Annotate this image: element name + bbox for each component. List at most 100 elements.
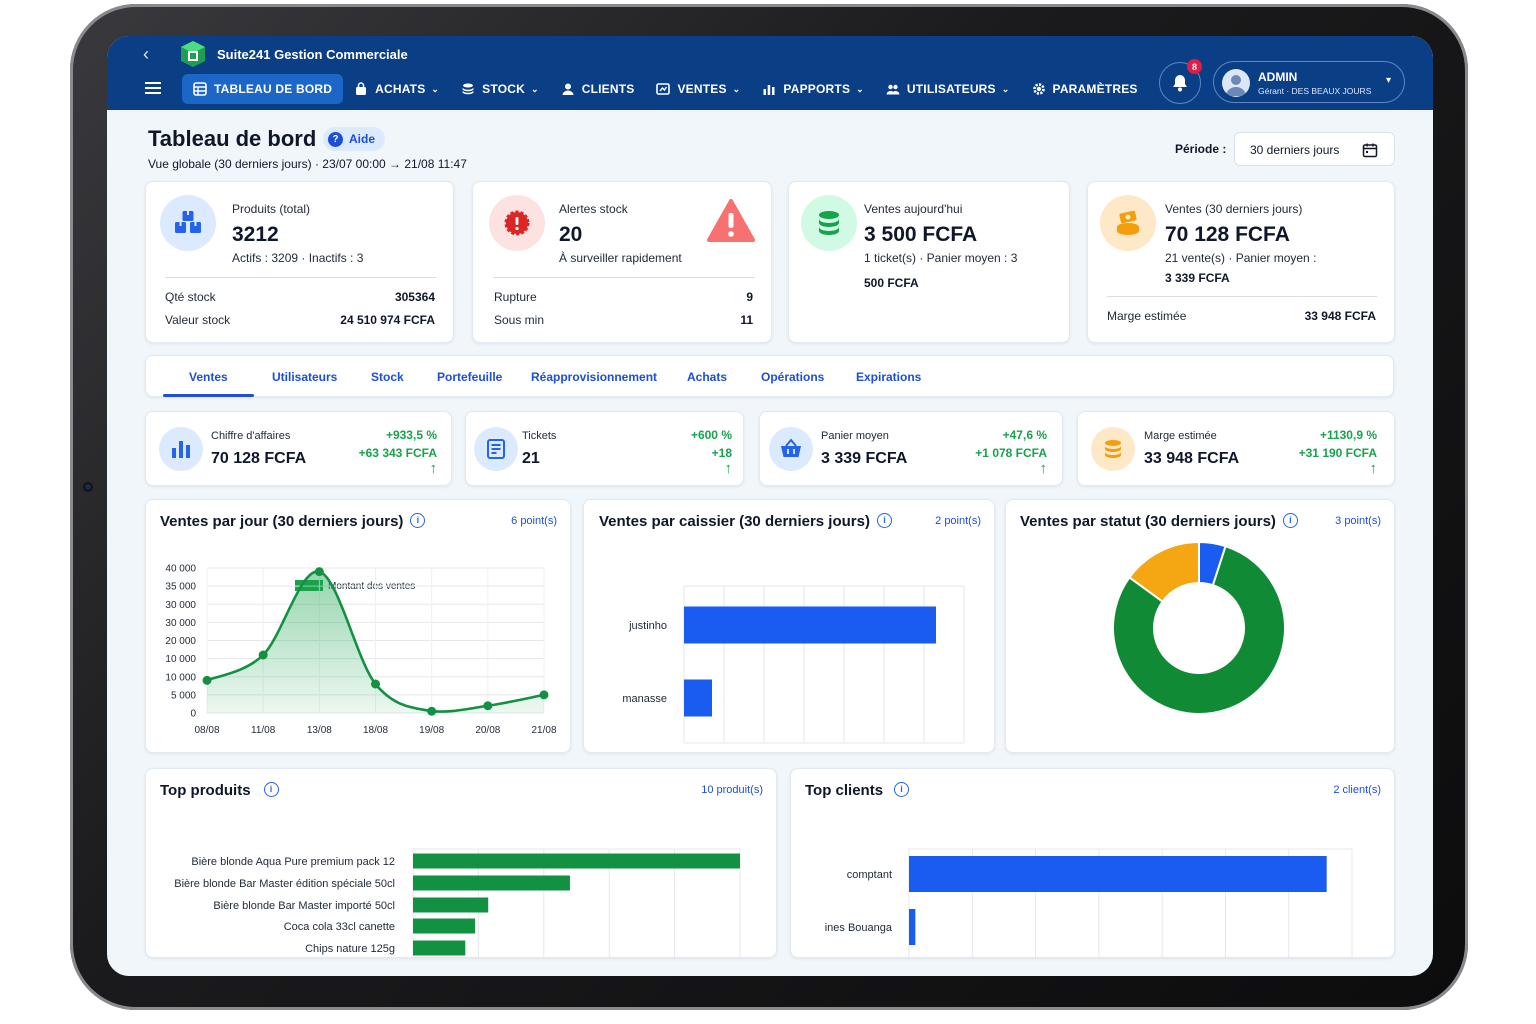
- alert-circle-icon: [489, 195, 545, 251]
- help-button[interactable]: ? Aide: [323, 127, 386, 151]
- data-point: [371, 679, 380, 689]
- card-title: Alertes stock: [559, 202, 628, 216]
- data-point: [258, 650, 268, 660]
- back-arrow-icon[interactable]: ‹: [143, 44, 149, 64]
- nav-item-parametres[interactable]: PARAMÈTRES: [1021, 74, 1149, 104]
- category-label: manasse: [622, 693, 667, 705]
- kpi-label: Chiffre d'affaires: [211, 430, 291, 442]
- bar: [413, 940, 466, 956]
- category-label: justinho: [628, 620, 667, 632]
- pie-slice: [1128, 540, 1200, 603]
- tab-expirations[interactable]: Expirations: [856, 370, 922, 384]
- category-label: Bière blonde Bar Master édition spéciale…: [174, 878, 395, 890]
- card-title: Ventes aujourd'hui: [864, 202, 963, 216]
- nav-item-label: TABLEAU DE BORD: [214, 82, 333, 96]
- money-stack-icon: [1100, 195, 1156, 251]
- stock-qty-value: 305364: [394, 290, 435, 304]
- tab-stock[interactable]: Stock: [371, 370, 404, 384]
- bar: [684, 679, 712, 717]
- bar: [684, 606, 936, 644]
- data-point: [202, 675, 212, 685]
- info-icon[interactable]: i: [1282, 512, 1298, 528]
- data-point: [314, 567, 324, 577]
- chart-title-text: Top clients: [805, 782, 884, 799]
- nav-item-utilisateurs[interactable]: UTILISATEURS ⌄: [875, 74, 1021, 104]
- category-label: Bière blonde Bar Master importé 50cl: [213, 900, 395, 912]
- stock-value-label: Valeur stock: [165, 313, 231, 327]
- section-tabs: Ventes Utilisateurs Stock Portefeuille R…: [145, 355, 1394, 397]
- notifications-button[interactable]: [1159, 62, 1201, 104]
- nav-item-label: STOCK: [482, 82, 525, 96]
- user-menu[interactable]: ADMIN Gérant · DES BEAUX JOURS ▾: [1213, 61, 1405, 103]
- card-value: 3212: [232, 223, 279, 246]
- stock-qty-label: Qté stock: [165, 290, 216, 304]
- coins-icon: [1091, 427, 1135, 471]
- help-label: Aide: [349, 132, 376, 146]
- kpi-delta: +1 078 FCFA: [975, 446, 1047, 460]
- tab-ventes[interactable]: Ventes: [189, 370, 228, 384]
- x-tick-label: 18/08: [363, 725, 388, 736]
- kpi-delta: +63 343 FCFA: [358, 446, 437, 460]
- nav-item-tableau-de-bord[interactable]: TABLEAU DE BORD: [182, 74, 344, 104]
- nav-item-clients[interactable]: CLIENTS: [550, 74, 646, 104]
- pie-slice: [1112, 544, 1286, 715]
- data-point: [427, 706, 437, 716]
- nav-item-label: UTILISATEURS: [906, 82, 996, 96]
- kpi-percent: +933,5 %: [385, 428, 437, 442]
- tab-achats[interactable]: Achats: [687, 370, 728, 384]
- chart-title: Ventes par statut (30 derniers jours) i: [1020, 512, 1298, 530]
- period-select[interactable]: 30 derniers jours: [1234, 132, 1395, 166]
- data-point: [539, 690, 549, 700]
- card-subtext-value: 500 FCFA: [864, 276, 919, 290]
- boxes-icon: [160, 195, 216, 251]
- divider: [165, 277, 436, 278]
- nav-item-label: ACHATS: [375, 82, 426, 96]
- grid-icon: [193, 82, 207, 96]
- x-tick-label: 21/08: [531, 725, 556, 736]
- tab-utilisateurs[interactable]: Utilisateurs: [272, 370, 338, 384]
- category-label: Chips nature 125g: [305, 943, 395, 955]
- products-card: Produits (total) 3212 Actifs : 3209 · In…: [145, 181, 454, 343]
- menu-icon[interactable]: [145, 82, 161, 94]
- arrow-up-icon: ↑: [724, 460, 733, 477]
- user-avatar-icon: [1226, 75, 1246, 96]
- kpi-label: Marge estimée: [1144, 430, 1217, 442]
- info-icon[interactable]: i: [894, 781, 910, 797]
- card-subtext: 21 vente(s) · Panier moyen :: [1165, 251, 1317, 265]
- arrow-up-icon: ↑: [429, 460, 438, 477]
- window-icon: [656, 83, 671, 95]
- nav-item-label: VENTES: [677, 82, 727, 96]
- nav-item-achats[interactable]: ACHATS ⌄: [343, 74, 450, 104]
- question-icon: ?: [328, 131, 343, 147]
- user-icon: [562, 83, 574, 95]
- stock-value-value: 24 510 974 FCFA: [340, 313, 435, 327]
- nav-item-stock[interactable]: STOCK ⌄: [450, 74, 550, 104]
- period-value: 30 derniers jours: [1250, 143, 1340, 157]
- y-tick-label: 40 000: [165, 564, 196, 575]
- rupture-value: 9: [746, 290, 753, 304]
- tab-portefeuille[interactable]: Portefeuille: [437, 370, 503, 384]
- nav-item-ventes[interactable]: VENTES ⌄: [645, 74, 751, 104]
- kpi-label: Tickets: [522, 430, 557, 442]
- info-icon[interactable]: i: [410, 512, 426, 528]
- coins-stack-icon: [462, 83, 474, 95]
- gear-icon: [1032, 83, 1045, 95]
- info-icon[interactable]: i: [876, 512, 892, 528]
- info-icon[interactable]: i: [263, 781, 279, 797]
- tab-reapprovisionnement[interactable]: Réapprovisionnement: [531, 370, 658, 384]
- kpi-label: Panier moyen: [821, 430, 889, 442]
- chart-title-text: Ventes par jour (30 derniers jours): [160, 513, 404, 530]
- y-tick-label: 5 000: [171, 690, 196, 701]
- basket-icon: [769, 427, 813, 471]
- bell-icon: [1173, 75, 1187, 92]
- nav-item-rapports[interactable]: PAPPORTS ⌄: [751, 74, 874, 104]
- chart-title: Ventes par jour (30 derniers jours) i: [160, 512, 426, 530]
- status-sales-chart-card: Ventes par statut (30 derniers jours) i 3…: [1005, 499, 1395, 753]
- nav-item-label: PAPPORTS: [783, 82, 851, 96]
- tab-operations[interactable]: Opérations: [761, 370, 825, 384]
- arrow-up-icon: ↑: [1039, 460, 1048, 477]
- kpi-revenue: Chiffre d'affaires 70 128 FCFA +933,5 % …: [145, 411, 452, 486]
- chevron-down-icon: ⌄: [732, 83, 741, 94]
